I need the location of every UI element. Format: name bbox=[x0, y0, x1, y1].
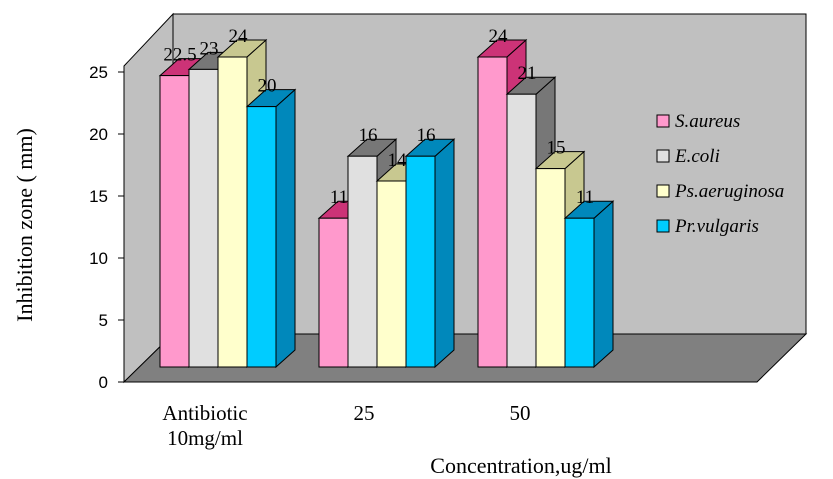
bar-front bbox=[506, 93, 537, 368]
legend-swatch bbox=[656, 114, 670, 128]
bar-front bbox=[159, 75, 190, 368]
data-label: 15 bbox=[547, 138, 566, 159]
legend-item: S.aureus bbox=[656, 111, 740, 132]
bar-front bbox=[347, 155, 378, 368]
category-label: 10mg/ml bbox=[167, 426, 243, 450]
bar-front bbox=[405, 155, 436, 368]
data-label: 21 bbox=[518, 63, 537, 84]
data-label: 20 bbox=[258, 76, 277, 97]
legend-label: S.aureus bbox=[675, 111, 740, 132]
legend-item: Pr.vulgaris bbox=[656, 216, 759, 237]
legend-item: E.coli bbox=[656, 146, 720, 167]
bar-side bbox=[275, 88, 296, 369]
x-axis-title: Concentration,ug/ml bbox=[430, 453, 611, 478]
legend-swatch bbox=[656, 219, 670, 233]
bar-front bbox=[477, 56, 508, 368]
legend-swatch bbox=[656, 149, 670, 163]
category-label: Antibiotic bbox=[162, 401, 247, 425]
legend-label: E.coli bbox=[674, 146, 720, 167]
legend-item: Ps.aeruginosa bbox=[656, 181, 784, 202]
y-tick-label: 5 bbox=[99, 311, 108, 330]
bar-front bbox=[376, 180, 407, 368]
legend-label: Ps.aeruginosa bbox=[674, 181, 784, 202]
bar bbox=[404, 138, 456, 369]
data-label: 11 bbox=[330, 187, 348, 208]
y-tick-label: 15 bbox=[89, 187, 108, 206]
bar-front bbox=[246, 106, 277, 368]
legend: S.aureus E.coli Ps.aeruginosa Pr.vulgaris bbox=[656, 111, 784, 237]
bar-side bbox=[593, 200, 614, 369]
data-label: 23 bbox=[200, 38, 219, 59]
bar-front bbox=[188, 68, 219, 368]
bar-front bbox=[217, 56, 248, 368]
data-label: 16 bbox=[359, 125, 378, 146]
y-tick-label: 10 bbox=[89, 249, 108, 268]
data-label: 16 bbox=[417, 125, 436, 146]
legend-swatch bbox=[656, 184, 670, 198]
legend-label: Pr.vulgaris bbox=[674, 216, 759, 237]
y-tick-label: 25 bbox=[89, 63, 108, 82]
category-label: 50 bbox=[510, 401, 531, 425]
bar-front bbox=[564, 217, 595, 368]
data-labels: 22.5 23 24 20 11 16 14 16 24 21 15 11 bbox=[163, 26, 594, 208]
data-label: 22.5 bbox=[163, 45, 196, 66]
category-label: 25 bbox=[354, 401, 375, 425]
bars bbox=[158, 38, 615, 369]
bar-front bbox=[318, 217, 349, 368]
data-label: 14 bbox=[388, 150, 408, 171]
bar-side bbox=[434, 138, 455, 369]
data-label: 24 bbox=[489, 26, 509, 47]
data-label: 24 bbox=[229, 26, 249, 47]
y-tick-label: 20 bbox=[89, 125, 108, 144]
y-tick-label: 0 bbox=[99, 373, 108, 392]
bar bbox=[245, 88, 297, 369]
bar-front bbox=[535, 168, 566, 368]
data-label: 11 bbox=[576, 187, 594, 208]
bar bbox=[563, 200, 615, 369]
y-axis-title: Inhibition zone ( mm) bbox=[12, 128, 37, 322]
y-axis-ticks: 0 5 10 15 20 25 bbox=[89, 63, 124, 392]
